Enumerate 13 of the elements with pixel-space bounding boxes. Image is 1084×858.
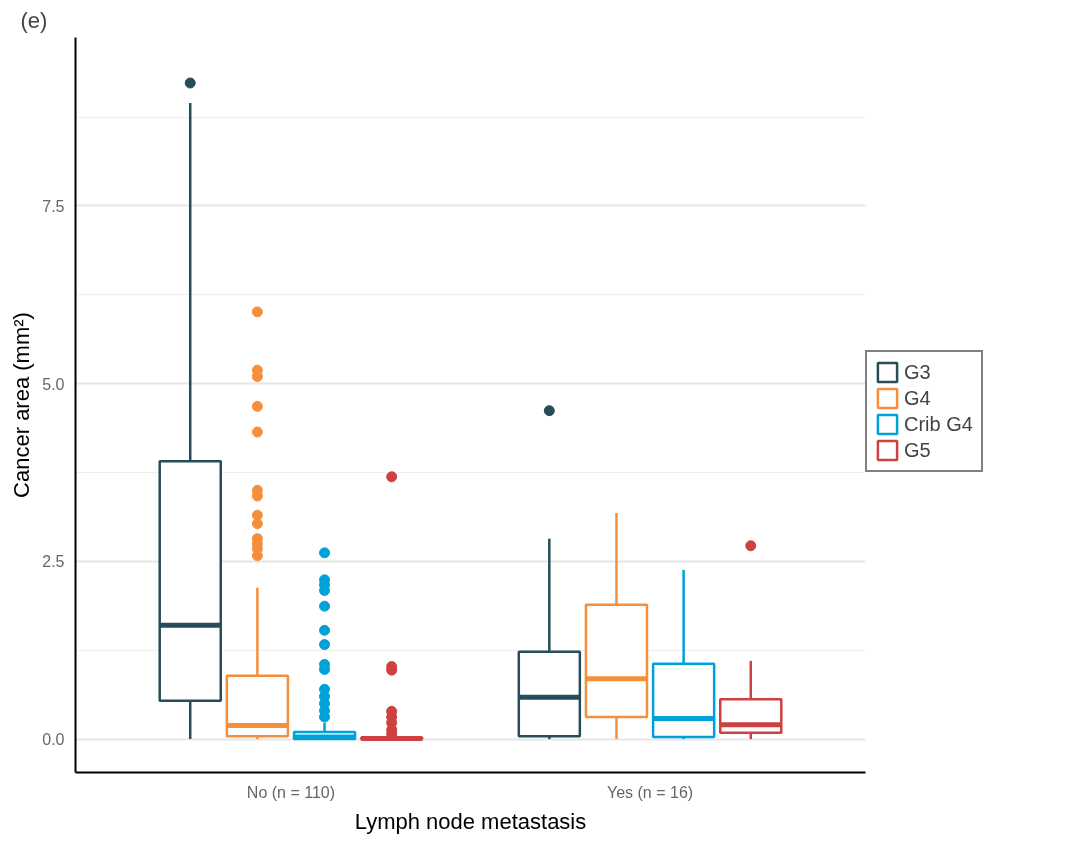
x-tick-label: No (n = 110) bbox=[246, 783, 336, 801]
legend-label: G5 bbox=[904, 438, 931, 462]
y-tick-label: 5.0 bbox=[42, 375, 65, 393]
x-tick-label: Yes (n = 16) bbox=[606, 783, 694, 801]
text: (e) bbox=[20, 7, 48, 33]
legend-label: Crib G4 bbox=[904, 412, 973, 436]
y-tick-label: 0.0 bbox=[42, 731, 65, 749]
y-axis-title: Cancer area (mm²) bbox=[9, 312, 35, 498]
y-tick-label: 2.5 bbox=[42, 553, 65, 571]
x-axis-title: Lymph node metastasis bbox=[354, 808, 587, 834]
legend-label: G4 bbox=[904, 386, 931, 410]
legend-label: G3 bbox=[904, 360, 931, 384]
y-tick-label: 7.5 bbox=[42, 197, 65, 215]
